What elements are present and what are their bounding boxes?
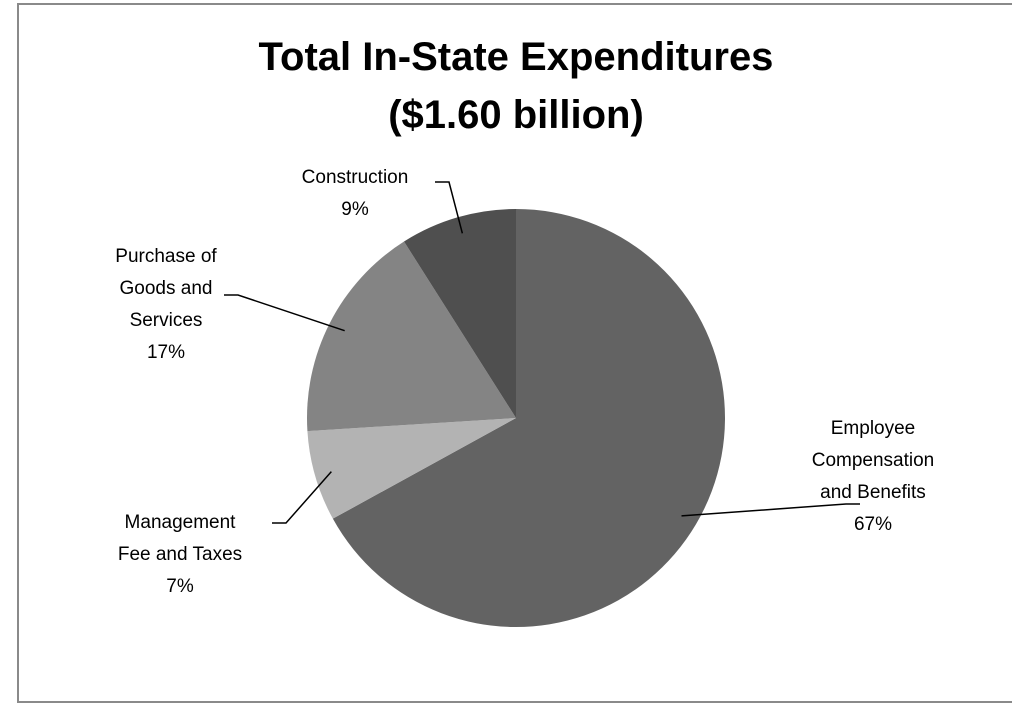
slice-value-label-management-fee-and-taxes: 7% bbox=[166, 576, 194, 597]
slice-label-purchase-of-goods-and-services-line-2: Goods and bbox=[120, 278, 213, 299]
leader-lines bbox=[224, 181, 860, 524]
pie-slice-purchase-of-goods-and-services bbox=[307, 241, 516, 432]
slice-label-employee-compensation-and-benefits-line-1: Employee bbox=[831, 418, 916, 439]
slice-value-label-purchase-of-goods-and-services: 17% bbox=[147, 342, 185, 363]
leader-line-purchase-of-goods-and-services bbox=[224, 294, 345, 332]
chart-title-line-2: ($1.60 billion) bbox=[388, 93, 644, 137]
pie-slice-construction bbox=[404, 209, 516, 418]
slice-label-employee-compensation-and-benefits-line-3: and Benefits bbox=[820, 482, 926, 503]
slice-label-employee-compensation-and-benefits-line-2: Compensation bbox=[812, 450, 935, 471]
slice-value-label-employee-compensation-and-benefits: 67% bbox=[854, 514, 892, 535]
chart-title-line-1: Total In-State Expenditures bbox=[259, 35, 774, 79]
pie-slice-management-fee-and-taxes bbox=[307, 418, 516, 519]
slice-label-management-fee-and-taxes-line-2: Fee and Taxes bbox=[118, 544, 242, 565]
pie-chart: Total In-State Expenditures ($1.60 billi… bbox=[115, 35, 934, 627]
pie-slice-employee-compensation-and-benefits bbox=[332, 209, 725, 627]
leader-line-construction bbox=[435, 181, 464, 234]
slice-label-purchase-of-goods-and-services-line-3: Services bbox=[130, 310, 203, 331]
slice-label-purchase-of-goods-and-services-line-1: Purchase of bbox=[115, 246, 217, 267]
slice-labels: Employee Compensation and Benefits 67% Manag… bbox=[115, 167, 934, 597]
slice-value-label-construction: 9% bbox=[341, 199, 369, 220]
slice-label-construction-line-1: Construction bbox=[302, 167, 409, 188]
leader-line-employee-compensation-and-benefits bbox=[681, 503, 860, 517]
slice-label-management-fee-and-taxes-line-1: Management bbox=[125, 512, 237, 533]
pie-slices bbox=[307, 209, 725, 627]
leader-line-management-fee-and-taxes bbox=[272, 471, 332, 524]
